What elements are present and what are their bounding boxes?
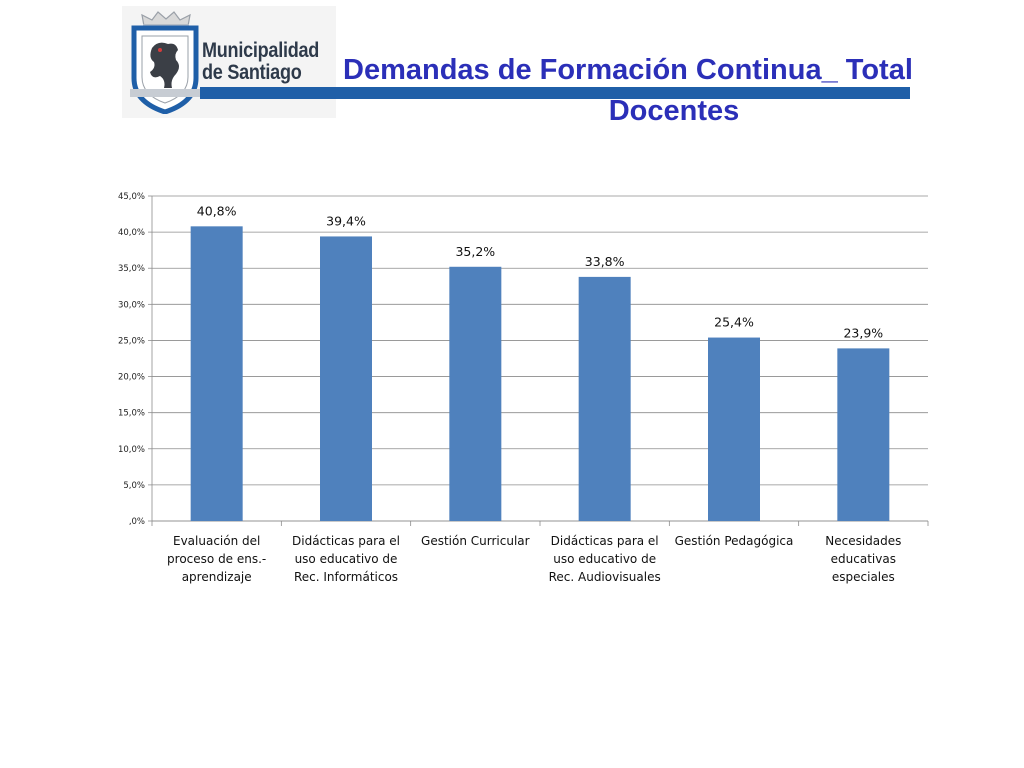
logo-line-1: Municipalidad — [202, 39, 320, 62]
y-tick-label: 30,0% — [118, 300, 145, 310]
data-label: 23,9% — [843, 325, 883, 340]
category-label-line: proceso de ens.- — [167, 552, 266, 566]
page-title: Demandas de Formación Continua_ Total Do… — [340, 50, 1020, 132]
category-label-line: Rec. Informáticos — [294, 570, 398, 584]
category-label-line: Rec. Audiovisuales — [549, 570, 661, 584]
data-label: 39,4% — [326, 213, 366, 228]
category-label-line: Gestión Pedagógica — [675, 534, 794, 548]
category-label-line: aprendizaje — [182, 570, 252, 584]
category-label: Evaluación del proceso de ens.- aprendizaj… — [167, 534, 266, 584]
bar — [578, 276, 631, 521]
data-label: 35,2% — [455, 244, 495, 259]
category-label: Didácticas para el uso educativo de Rec. A… — [549, 534, 661, 584]
y-tick-label: 15,0% — [118, 409, 145, 419]
category-label-line: especiales — [832, 570, 895, 584]
y-tick-label: 5,0% — [123, 481, 145, 491]
category-label-line: uso educativo de — [295, 552, 398, 566]
title-line-1: Demandas de Formación Continua_ Total — [343, 54, 913, 86]
y-tick-label: 10,0% — [118, 445, 145, 455]
category-label-line: Didácticas para el — [292, 534, 400, 548]
category-label: Gestión Curricular — [421, 534, 530, 548]
y-tick-label: 20,0% — [118, 373, 145, 383]
category-label-line: Evaluación del — [173, 534, 260, 548]
category-label: Necesidades educativas especiales — [825, 534, 901, 584]
y-tick-label: 35,0% — [118, 264, 145, 274]
category-label-line: Gestión Curricular — [421, 534, 530, 548]
y-tick-label: ,0% — [129, 517, 145, 527]
bar — [837, 348, 890, 521]
brand-bar — [200, 87, 910, 99]
y-tick-label: 25,0% — [118, 336, 145, 346]
y-tick-label: 40,0% — [118, 228, 145, 238]
category-label-line: Necesidades — [825, 534, 901, 548]
data-label: 40,8% — [197, 203, 237, 218]
logo-line-2: de Santiago — [202, 61, 302, 84]
category-label-line: educativas — [831, 552, 896, 566]
bar — [449, 266, 502, 521]
bar — [190, 226, 243, 522]
data-label: 33,8% — [585, 254, 625, 269]
municipal-logo: Municipalidad de Santiago — [122, 6, 336, 118]
category-label-line: uso educativo de — [553, 552, 656, 566]
category-label: Didácticas para el uso educativo de Rec. I… — [292, 534, 400, 584]
title-line-2: Docentes — [608, 95, 740, 127]
bar — [320, 236, 372, 521]
bar — [708, 337, 760, 521]
category-label-line: Didácticas para el — [551, 534, 659, 548]
brand-bar-grey — [130, 89, 202, 97]
category-label: Gestión Pedagógica — [675, 534, 794, 548]
y-tick-label: 45,0% — [118, 192, 145, 202]
logo-text: Municipalidad de Santiago — [202, 40, 319, 84]
data-label: 25,4% — [714, 315, 754, 330]
